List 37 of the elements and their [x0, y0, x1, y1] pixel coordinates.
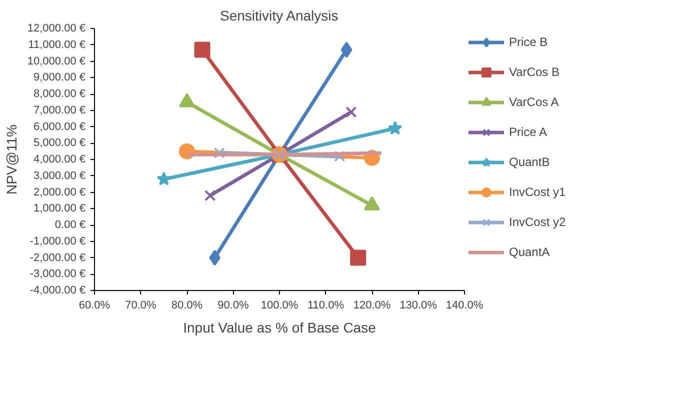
y-tick-label: 5,000.00 €	[34, 137, 86, 150]
y-tick-label: 12,000.00 €	[27, 22, 86, 34]
y-tick-label: 6,000.00 €	[34, 120, 86, 133]
legend-label: InvCost y1	[509, 185, 567, 199]
x-tick-label: 100.0%	[260, 300, 298, 312]
legend-label: Price B	[509, 35, 549, 49]
legend-label: VarCos B	[509, 65, 560, 79]
y-tick-label: 0.00 €	[54, 219, 86, 231]
x-axis-title: Input Value as % of Base Case	[183, 320, 376, 336]
y-tick-label: 9,000.00 €	[34, 72, 86, 84]
y-tick-label: -2,000.00 €	[30, 252, 86, 264]
legend-label: QuantA	[509, 245, 551, 259]
legend-label: QuantB	[509, 155, 551, 169]
y-tick-label: 2,000.00 €	[34, 186, 86, 198]
legend-label: InvCost y2	[509, 215, 567, 229]
legend-label: VarCos A	[509, 95, 560, 109]
x-tick-label: 60.0%	[78, 300, 110, 312]
y-tick-label: 3,000.00 €	[34, 170, 86, 182]
y-tick-label: 1,000.00 €	[34, 202, 86, 215]
y-axis-title: NPV@11%	[3, 124, 20, 194]
x-tick-label: 70.0%	[125, 300, 157, 312]
y-tick-label: 4,000.00 €	[34, 154, 86, 166]
x-tick-label: 90.0%	[218, 300, 250, 312]
y-tick-label: 7,000.00 €	[34, 104, 86, 116]
x-tick-label: 80.0%	[171, 300, 203, 312]
y-tick-label: 8,000.00 €	[34, 88, 86, 100]
chart-title: Sensitivity Analysis	[220, 8, 338, 24]
y-tick-label: -3,000.00 €	[30, 268, 86, 280]
x-tick-label: 110.0%	[308, 300, 344, 312]
y-tick-label: 11,000.00 €	[28, 38, 86, 51]
y-tick-label: -4,000.00 €	[30, 284, 86, 296]
x-tick-label: 140.0%	[446, 300, 484, 312]
y-tick-label: 10,000.00 €	[27, 55, 86, 68]
y-tick-label: -1,000.00 €	[30, 235, 86, 248]
legend-label: Price A	[509, 125, 548, 139]
x-tick-label: 120.0%	[353, 300, 391, 312]
x-tick-label: 130.0%	[400, 300, 438, 312]
